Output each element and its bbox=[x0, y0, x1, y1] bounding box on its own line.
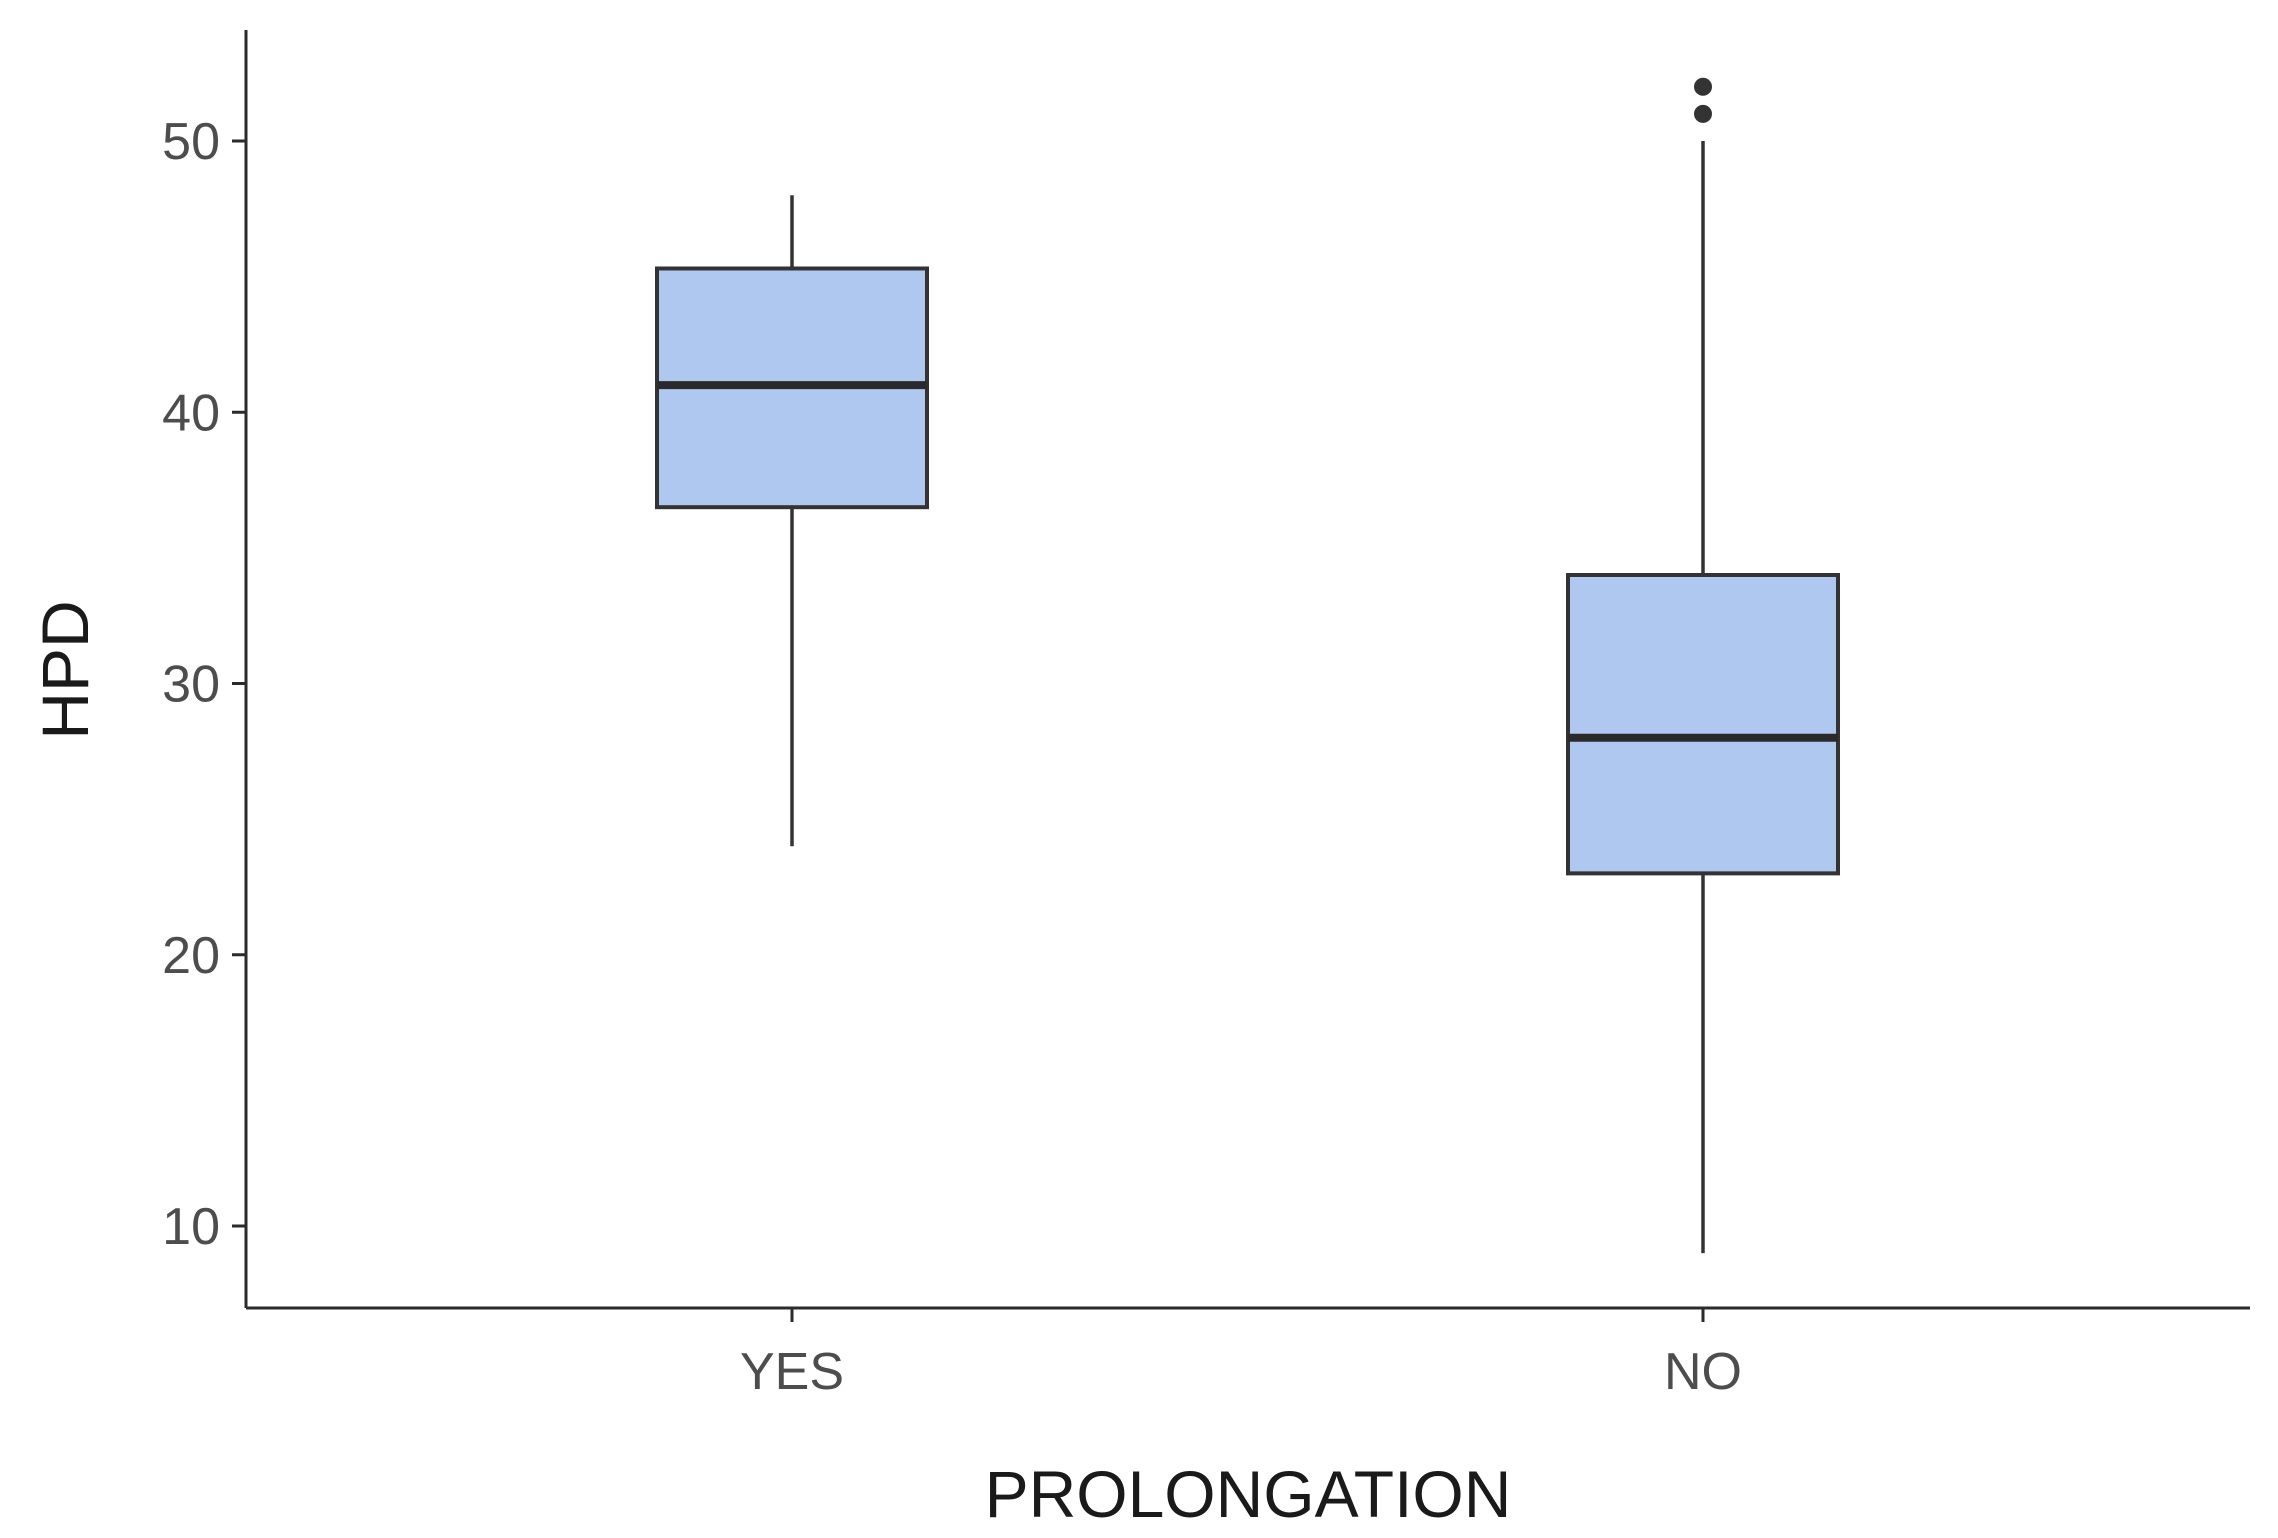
y-tick-label: 30 bbox=[162, 656, 220, 714]
y-tick-label: 20 bbox=[162, 927, 220, 985]
box-group-yes bbox=[655, 195, 929, 847]
outlier-point-no bbox=[1694, 77, 1712, 96]
outlier-point-no bbox=[1694, 104, 1712, 123]
y-tick-label: 10 bbox=[162, 1198, 220, 1256]
y-axis-title: HPD bbox=[28, 600, 102, 739]
iqr-box-no bbox=[1566, 573, 1840, 876]
y-tick-label: 50 bbox=[162, 113, 220, 171]
x-axis-title: PROLONGATION bbox=[985, 1457, 1512, 1531]
x-tick-label-no: NO bbox=[1664, 1343, 1742, 1401]
x-tick-label-yes: YES bbox=[740, 1343, 844, 1401]
box-group-no bbox=[1566, 77, 1840, 1254]
y-tick-label: 40 bbox=[162, 384, 220, 442]
